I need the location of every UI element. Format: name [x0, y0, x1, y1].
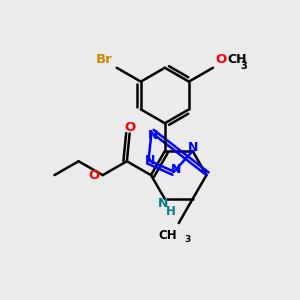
Text: N: N: [158, 197, 168, 210]
Text: O: O: [88, 169, 100, 182]
Text: N: N: [145, 154, 156, 167]
Text: H: H: [166, 206, 176, 218]
Text: O: O: [215, 53, 226, 66]
Text: N: N: [148, 129, 159, 142]
Text: 3: 3: [185, 235, 191, 244]
Text: O: O: [124, 121, 135, 134]
Text: N: N: [188, 140, 198, 154]
Text: CH: CH: [158, 229, 177, 242]
Text: CH: CH: [227, 53, 246, 66]
Text: Br: Br: [96, 53, 113, 66]
Text: N: N: [171, 163, 181, 176]
Text: 3: 3: [241, 61, 247, 71]
